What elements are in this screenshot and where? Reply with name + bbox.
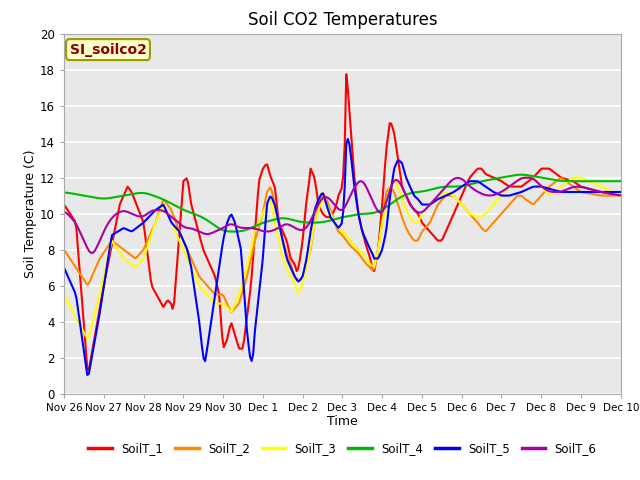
SoilT_3 (246, 251, 254, 256)
SoilT_4 (246, 226, 254, 231)
SoilT_2 (228, 309, 236, 315)
SoilT_2 (558, 175, 566, 181)
Y-axis label: Soil Temperature (C): Soil Temperature (C) (24, 149, 37, 278)
SoilT_3 (60, 292, 68, 298)
SoilT_6 (246, 225, 254, 231)
SoilT_1 (255, 177, 263, 182)
SoilT_4 (255, 221, 263, 227)
SoilT_3 (130, 264, 138, 269)
SoilT_2 (589, 191, 596, 197)
SoilT_5 (255, 287, 263, 293)
SoilT_4 (589, 178, 596, 184)
Text: SI_soilco2: SI_soilco2 (70, 43, 147, 57)
SoilT_1 (617, 192, 625, 199)
SoilT_1 (246, 289, 254, 295)
SoilT_6 (589, 187, 596, 192)
Line: SoilT_3: SoilT_3 (64, 178, 621, 338)
SoilT_5 (60, 264, 68, 270)
SoilT_1 (60, 202, 68, 207)
SoilT_4 (305, 220, 313, 226)
SoilT_3 (589, 180, 596, 186)
SoilT_1 (85, 367, 93, 373)
SoilT_2 (246, 259, 254, 265)
SoilT_6 (524, 175, 532, 180)
SoilT_2 (60, 247, 68, 252)
Line: SoilT_2: SoilT_2 (64, 178, 621, 312)
SoilT_1 (130, 195, 138, 201)
SoilT_1 (228, 320, 236, 326)
SoilT_4 (617, 178, 625, 184)
SoilT_3 (305, 252, 313, 257)
SoilT_4 (226, 228, 234, 234)
SoilT_6 (228, 221, 236, 227)
X-axis label: Time: Time (327, 415, 358, 429)
SoilT_3 (228, 309, 236, 314)
Line: SoilT_5: SoilT_5 (64, 139, 621, 375)
SoilT_4 (60, 190, 68, 195)
SoilT_2 (129, 253, 136, 259)
SoilT_5 (228, 212, 236, 217)
SoilT_4 (129, 191, 136, 197)
SoilT_5 (83, 372, 91, 378)
SoilT_6 (60, 209, 68, 215)
SoilT_5 (246, 354, 254, 360)
SoilT_3 (255, 218, 263, 224)
SoilT_1 (589, 187, 596, 192)
SoilT_6 (130, 212, 138, 217)
SoilT_2 (226, 307, 234, 313)
SoilT_1 (342, 71, 350, 77)
Title: Soil CO2 Temperatures: Soil CO2 Temperatures (248, 11, 437, 29)
SoilT_4 (518, 172, 525, 178)
SoilT_2 (617, 192, 625, 199)
SoilT_3 (83, 336, 91, 341)
SoilT_3 (518, 175, 525, 180)
SoilT_1 (305, 180, 313, 185)
SoilT_5 (344, 136, 351, 142)
SoilT_3 (617, 192, 625, 199)
Line: SoilT_6: SoilT_6 (64, 178, 621, 253)
SoilT_2 (255, 222, 263, 228)
SoilT_5 (130, 227, 138, 233)
SoilT_5 (617, 189, 625, 195)
SoilT_5 (589, 189, 596, 195)
SoilT_6 (88, 250, 96, 256)
Line: SoilT_1: SoilT_1 (64, 74, 621, 370)
SoilT_6 (617, 192, 625, 198)
Legend: SoilT_1, SoilT_2, SoilT_3, SoilT_4, SoilT_5, SoilT_6: SoilT_1, SoilT_2, SoilT_3, SoilT_4, Soil… (83, 437, 602, 460)
Line: SoilT_4: SoilT_4 (64, 175, 621, 231)
SoilT_5 (305, 239, 313, 245)
SoilT_6 (255, 227, 263, 233)
SoilT_2 (305, 252, 313, 258)
SoilT_6 (305, 221, 313, 227)
SoilT_4 (229, 228, 237, 234)
